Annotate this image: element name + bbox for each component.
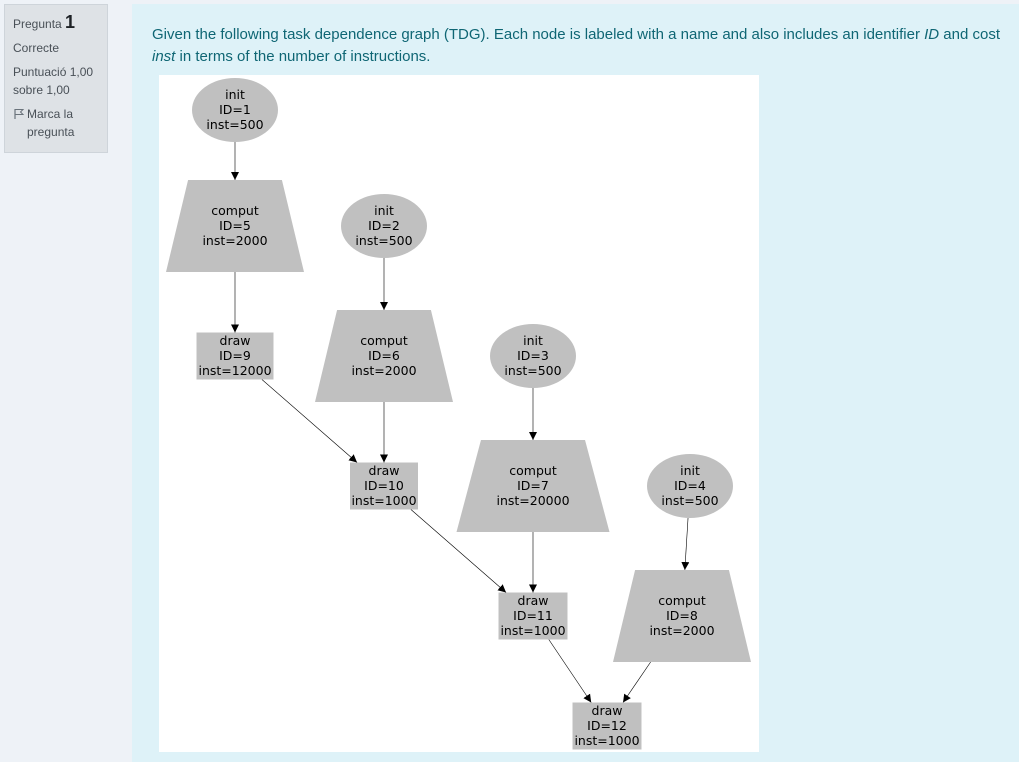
node-shape-box <box>196 332 274 380</box>
node-name-label: comput <box>509 463 557 478</box>
task-dependence-graph: init ID=1 inst=500 comput ID=5 inst=2000 draw I… <box>159 75 759 752</box>
node-name-label: init <box>374 203 394 218</box>
node-shape-trapezium <box>456 440 610 532</box>
node-inst-label: inst=500 <box>355 233 412 248</box>
question-text-id-term: ID <box>924 26 940 43</box>
node-id-label: ID=4 <box>674 478 706 493</box>
question-content: Given the following task dependence grap… <box>132 4 1019 762</box>
node-shape-ellipse <box>647 454 733 518</box>
node-shape-box <box>572 702 642 750</box>
question-text-part-1: Given the following task dependence grap… <box>152 26 925 43</box>
node-inst-label: inst=500 <box>504 363 561 378</box>
node-inst-label: inst=1000 <box>351 493 416 508</box>
question-text-part-3: in terms of the number of instructions. <box>175 48 431 65</box>
node-name-label: draw <box>518 593 549 608</box>
node-name-label: draw <box>592 703 623 718</box>
question-number: Pregunta 1 <box>13 13 99 33</box>
node-shape-ellipse <box>341 194 427 258</box>
edge-n8-n12 <box>622 661 651 703</box>
node-name-label: draw <box>220 333 251 348</box>
node-id-label: ID=7 <box>517 478 549 493</box>
node-name-label: init <box>680 463 700 478</box>
node-shape-box <box>350 462 418 510</box>
edge-n11-n12 <box>548 639 592 703</box>
node-shape-ellipse <box>192 78 278 142</box>
node-name-label: init <box>225 87 245 102</box>
flag-question-button[interactable]: Marca la pregunta <box>13 105 99 141</box>
question-text-inst-term: inst <box>152 48 176 65</box>
question-number-value: 1 <box>65 12 76 32</box>
node-id-label: ID=10 <box>364 478 404 493</box>
node-id-label: ID=5 <box>219 218 251 233</box>
node-id-label: ID=9 <box>219 348 251 363</box>
flag-question-label: Marca la pregunta <box>27 107 75 139</box>
node-inst-label: inst=2000 <box>649 623 714 638</box>
node-id-label: ID=12 <box>587 718 627 733</box>
question-info-panel: Pregunta 1 Correcte Puntuació 1,00 sobre… <box>4 4 108 153</box>
question-state: Correcte <box>13 41 60 55</box>
node-name-label: comput <box>658 593 706 608</box>
node-id-label: ID=1 <box>219 102 251 117</box>
node-inst-label: inst=1000 <box>574 733 639 748</box>
node-id-label: ID=8 <box>666 608 698 623</box>
edge-n9-n10 <box>261 379 358 463</box>
node-name-label: comput <box>211 203 259 218</box>
node-name-label: comput <box>360 333 408 348</box>
tdg-svg: initID=1inst=500computID=5inst=2000drawI… <box>166 78 751 750</box>
node-shape-trapezium <box>166 180 304 272</box>
question-text-part-2: and cost <box>939 26 1001 43</box>
node-id-label: ID=6 <box>368 348 400 363</box>
node-id-label: ID=11 <box>513 608 553 623</box>
node-inst-label: inst=2000 <box>202 233 267 248</box>
question-grade: Puntuació 1,00 sobre 1,00 <box>13 65 94 97</box>
node-inst-label: inst=12000 <box>198 363 271 378</box>
node-id-label: ID=2 <box>368 218 400 233</box>
node-shape-ellipse <box>490 324 576 388</box>
question-text: Given the following task dependence grap… <box>152 24 1002 68</box>
edge-n4-n8 <box>681 517 690 571</box>
question-label: Pregunta <box>13 17 62 31</box>
node-inst-label: inst=2000 <box>351 363 416 378</box>
node-shape-trapezium <box>613 570 751 662</box>
node-inst-label: inst=500 <box>661 493 718 508</box>
node-inst-label: inst=1000 <box>500 623 565 638</box>
node-inst-label: inst=20000 <box>496 493 569 508</box>
node-name-label: init <box>523 333 543 348</box>
flag-icon <box>14 109 25 119</box>
node-shape-trapezium <box>315 310 453 402</box>
edge-n10-n11 <box>410 509 507 593</box>
node-inst-label: inst=500 <box>206 117 263 132</box>
node-shape-box <box>498 592 568 640</box>
node-id-label: ID=3 <box>517 348 549 363</box>
node-name-label: draw <box>369 463 400 478</box>
